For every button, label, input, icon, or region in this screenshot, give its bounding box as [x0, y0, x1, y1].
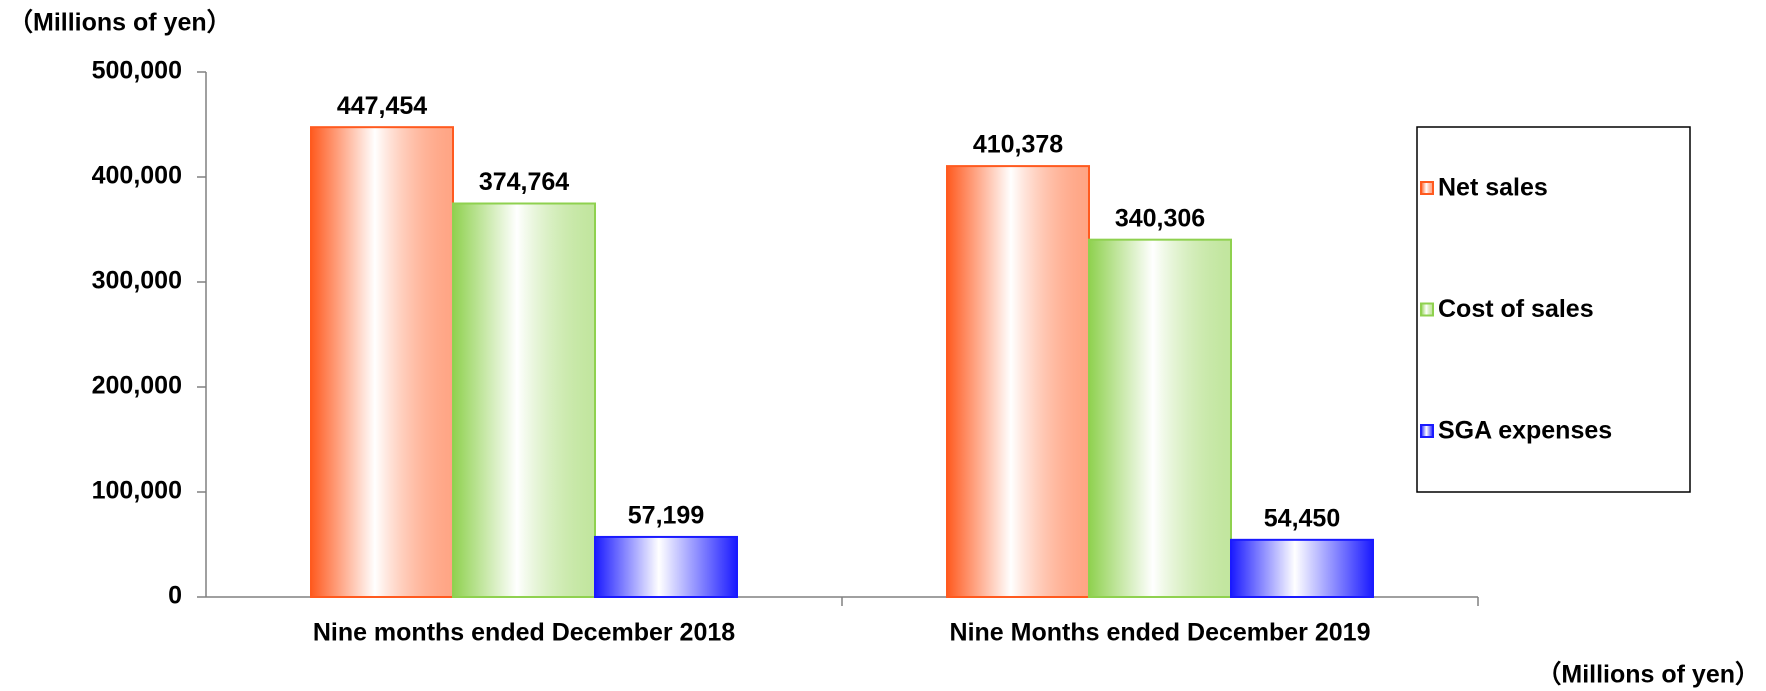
value-label: 374,764 — [479, 168, 569, 196]
y-tick-label: 0 — [168, 582, 182, 610]
bar — [310, 126, 454, 598]
y-tick-label: 200,000 — [92, 372, 182, 400]
legend — [1416, 126, 1691, 493]
bar — [1230, 538, 1374, 599]
x-tick-label: Nine months ended December 2018 — [313, 619, 735, 647]
legend-marker — [1420, 302, 1434, 317]
value-label: 410,378 — [973, 131, 1063, 159]
bar — [452, 202, 596, 598]
y-tick-label: 500,000 — [92, 57, 182, 85]
value-label: 447,454 — [337, 92, 427, 120]
bar — [594, 535, 738, 598]
unit-note: （Millions of yen） — [1536, 660, 1760, 689]
legend-label: SGA expenses — [1438, 417, 1612, 445]
legend-label: Cost of sales — [1438, 295, 1594, 323]
y-tick-label: 300,000 — [92, 267, 182, 295]
value-label: 340,306 — [1115, 204, 1205, 232]
x-tick-label: Nine Months ended December 2019 — [950, 619, 1371, 647]
y-tick-label: 400,000 — [92, 162, 182, 190]
legend-marker — [1420, 181, 1434, 195]
bar — [1088, 238, 1232, 598]
legend-label: Net sales — [1438, 174, 1548, 202]
legend-marker — [1420, 424, 1434, 438]
y-axis-label: （Millions of yen） — [8, 8, 232, 37]
value-label: 57,199 — [628, 502, 704, 530]
value-label: 54,450 — [1264, 504, 1340, 532]
y-tick-label: 100,000 — [92, 477, 182, 505]
bar — [946, 165, 1090, 599]
